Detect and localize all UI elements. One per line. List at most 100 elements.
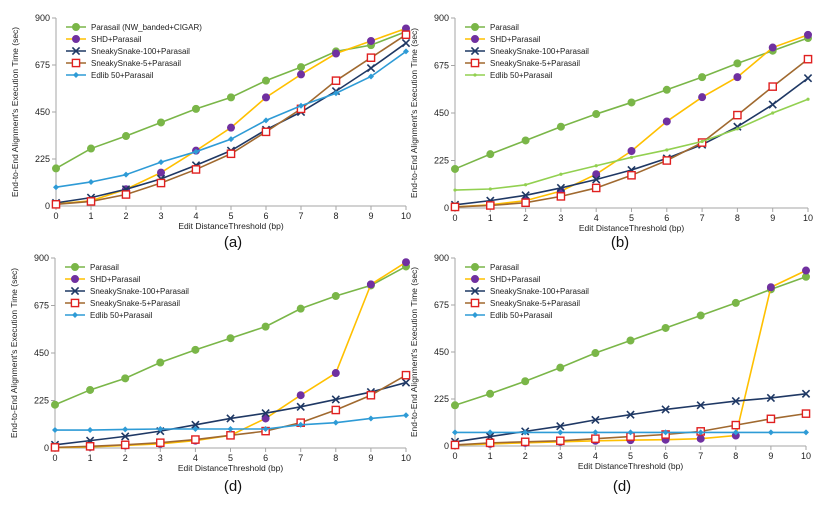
y-tick-label: 900 — [35, 13, 50, 23]
legend-entry-snake100: SneakySnake-100+Parasail — [490, 287, 589, 296]
data-point-shd — [156, 168, 165, 177]
y-tick-label: 450 — [434, 108, 449, 118]
data-point-snake100 — [801, 389, 811, 398]
data-point-edlib — [522, 429, 529, 436]
y-tick-label: 450 — [34, 348, 49, 358]
data-point-shd — [696, 434, 705, 443]
legend-entry-edlib: Edlib 50+Parasail — [490, 71, 553, 80]
data-point-snake5 — [85, 442, 95, 451]
data-point-edlib — [123, 171, 129, 178]
x-tick-label: 4 — [594, 213, 599, 223]
data-point-parasail — [698, 73, 707, 82]
chart-panel-3: 0 225 450 675 900 0 1 2 3 4 5 6 7 8 9 10 Edit DistanceTh… — [9, 253, 411, 495]
data-point-edlib — [192, 426, 199, 432]
data-point-parasail — [261, 76, 270, 85]
data-point-parasail — [591, 349, 600, 358]
legend: Parasail SHD+Parasail SneakySnake-100+Para… — [465, 262, 589, 320]
series-snake5 — [450, 54, 813, 212]
data-point-snake100 — [803, 74, 813, 83]
data-point-edlib — [767, 429, 774, 436]
panel-caption: (d) — [224, 478, 242, 495]
data-point-edlib — [228, 136, 234, 143]
data-point-shd — [401, 258, 410, 267]
x-tick-label: 10 — [401, 453, 411, 463]
legend-entry-shd: SHD+Parasail — [490, 35, 541, 44]
data-point-shd — [226, 123, 235, 132]
x-tick-label: 6 — [263, 453, 268, 463]
legend: Parasail SHD+Parasail SneakySnake-100+Para… — [65, 262, 189, 320]
data-point-parasail — [52, 164, 61, 173]
y-tick-label: 225 — [35, 154, 50, 164]
data-point-snake100 — [296, 402, 305, 411]
x-tick-label: 1 — [488, 451, 493, 461]
x-tick-label: 1 — [488, 213, 493, 223]
panel-caption: (d) — [613, 478, 631, 495]
data-point-snake5 — [591, 183, 601, 193]
data-point-snake100 — [401, 38, 411, 48]
legend-entry-parasail: Parasail — [490, 263, 519, 272]
legend-entry-edlib: Edlib 50+Parasail — [90, 311, 153, 320]
y-tick-label: 450 — [35, 107, 50, 117]
legend-swatch-marker-snake100 — [71, 46, 81, 56]
y-tick-label: 900 — [34, 253, 49, 263]
legend: Parasail SHD+Parasail SneakySnake-100+Para… — [465, 22, 589, 80]
legend-entry-edlib: Edlib 50+Parasail — [490, 311, 553, 320]
data-point-shd — [627, 146, 636, 155]
data-point-snake5 — [485, 438, 495, 448]
legend-entry-snake100: SneakySnake-100+Parasail — [90, 287, 189, 296]
data-point-shd — [296, 70, 305, 79]
data-point-parasail — [627, 98, 636, 107]
data-point-edlib — [52, 427, 58, 434]
y-tick-label: 0 — [44, 443, 49, 453]
series-edlib — [53, 48, 409, 191]
data-point-parasail — [556, 122, 565, 131]
series-parasail — [51, 262, 410, 409]
data-point-edlib — [298, 102, 304, 109]
data-point-parasail — [662, 85, 671, 94]
data-point-edlib — [629, 155, 634, 159]
data-point-edlib — [559, 172, 563, 176]
legend-entry-snake5: SneakySnake-5+Parasail — [91, 59, 181, 68]
data-point-snake5 — [731, 420, 741, 430]
x-tick-label: 3 — [558, 213, 563, 223]
data-point-edlib — [665, 148, 669, 152]
data-point-snake5 — [191, 165, 201, 174]
data-point-edlib — [592, 429, 599, 436]
data-point-parasail — [556, 363, 565, 372]
data-point-parasail — [450, 401, 459, 410]
data-point-snake100 — [556, 183, 566, 193]
data-point-snake100 — [731, 396, 740, 406]
legend-swatch-marker-edlib — [473, 73, 477, 77]
data-point-shd — [733, 73, 742, 82]
data-point-parasail — [156, 358, 165, 367]
legend-entry-parasail: Parasail (NW_banded+CIGAR) — [91, 23, 202, 32]
data-point-edlib — [157, 426, 164, 432]
data-point-edlib — [453, 188, 457, 192]
x-tick-label: 8 — [733, 451, 738, 461]
data-point-parasail — [191, 104, 200, 113]
legend-swatch-marker-parasail — [470, 262, 479, 271]
data-point-parasail — [226, 93, 235, 102]
data-point-snake100 — [556, 421, 565, 431]
data-point-edlib — [403, 48, 409, 55]
x-tick-label: 6 — [263, 211, 268, 221]
legend-swatch-marker-parasail — [72, 22, 81, 31]
x-tick-label: 6 — [663, 451, 668, 461]
data-point-snake5 — [121, 190, 131, 199]
data-point-edlib — [627, 429, 634, 436]
data-point-edlib — [227, 426, 234, 432]
x-axis-label: Edit DistanceThreshold (bp) — [178, 221, 284, 231]
data-point-edlib — [368, 73, 374, 80]
data-point-snake5 — [366, 53, 376, 62]
data-point-shd — [366, 280, 375, 289]
data-point-snake5 — [768, 82, 777, 91]
y-tick-label: 0 — [444, 203, 449, 213]
data-point-edlib — [735, 127, 740, 131]
legend-swatch-marker-snake5 — [470, 298, 480, 308]
data-point-snake100 — [626, 410, 635, 419]
y-tick-label: 675 — [434, 300, 449, 310]
legend-entry-snake100: SneakySnake-100+Parasail — [490, 47, 589, 56]
x-tick-label: 1 — [88, 453, 93, 463]
legend-entry-snake100: SneakySnake-100+Parasail — [91, 47, 190, 56]
x-tick-label: 8 — [735, 213, 740, 223]
